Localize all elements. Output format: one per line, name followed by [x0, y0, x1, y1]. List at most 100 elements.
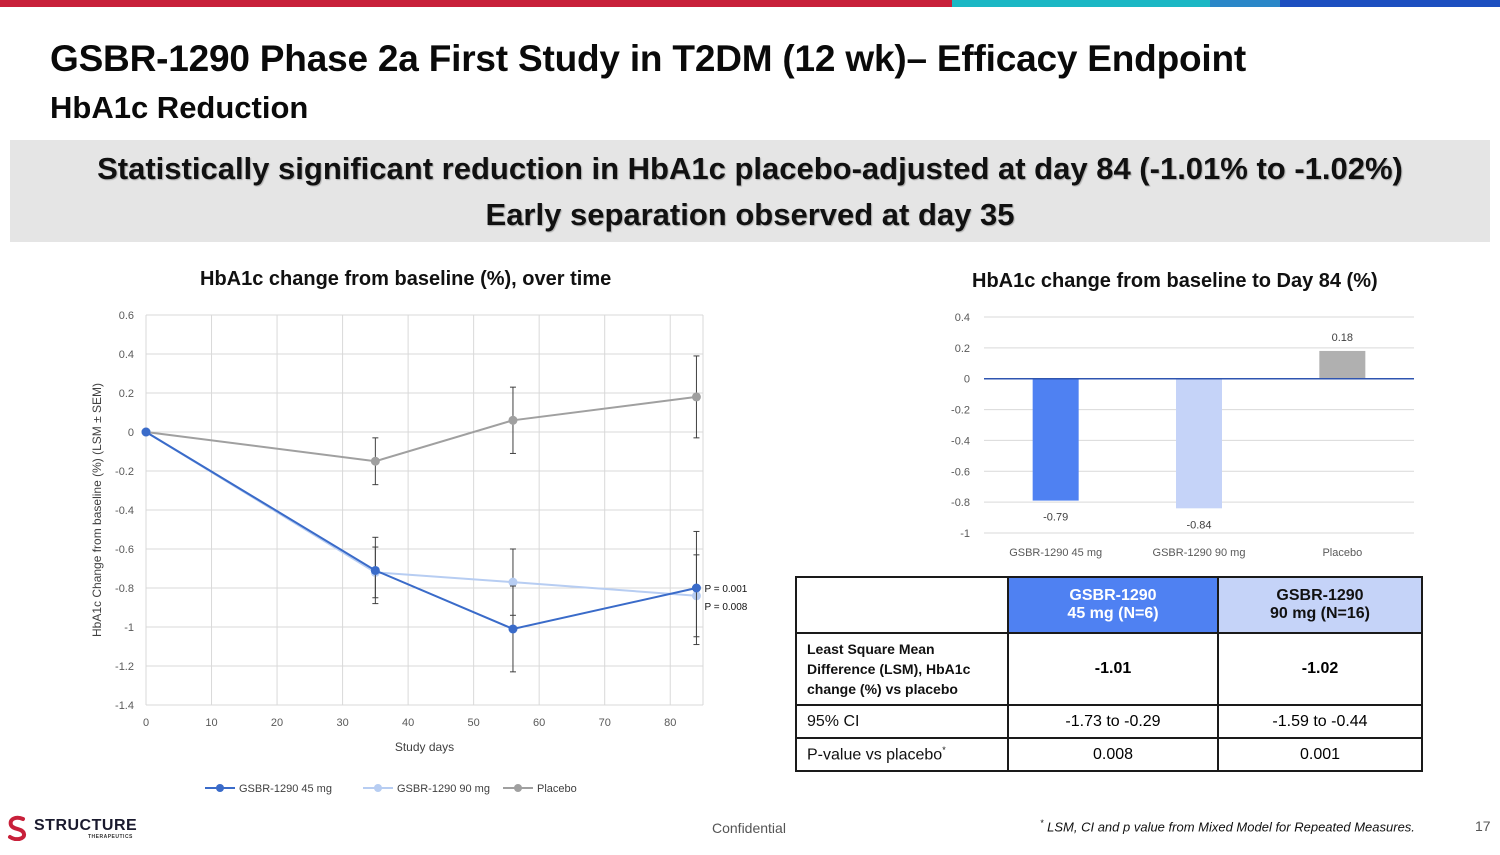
logo-main-text: STRUCTURE: [34, 817, 138, 834]
legend-marker: [216, 784, 224, 792]
x-category-label: GSBR-1290 45 mg: [1009, 547, 1102, 559]
y-tick-label: -0.2: [951, 405, 970, 417]
x-tick-label: 80: [664, 717, 676, 729]
y-tick-label: -0.4: [951, 435, 970, 447]
table-corner-cell: [795, 576, 1009, 634]
company-logo: STRUCTURE THERAPEUTICS: [6, 815, 146, 841]
legend-label: GSBR-1290 45 mg: [239, 783, 332, 795]
y-tick-label: -0.2: [115, 466, 134, 478]
series-line: [145, 431, 697, 597]
bar-chart-title: HbA1c change from baseline to Day 84 (%): [972, 270, 1378, 292]
line-chart: 0.6 0.4 0.2 0 -0.2 -0.4 -0.6 -0.8 -1 -1.2 -1.4 0 10 2…: [90, 310, 748, 795]
table-row: Least Square Mean Difference (LSM), HbA1…: [795, 632, 1423, 706]
x-category-label: Placebo: [1322, 547, 1362, 559]
data-point: [508, 415, 518, 425]
y-tick-label: -0.4: [115, 505, 134, 517]
banner-line-2: Early separation observed at day 35: [485, 197, 1015, 232]
bar-value-label: -0.84: [1186, 519, 1211, 531]
row-label-ci: 95% CI: [795, 704, 1009, 739]
p-value-annotation: P = 0.008: [704, 602, 747, 613]
data-point: [508, 624, 518, 634]
footnote-text: LSM, CI and p value from Mixed Model for…: [1043, 819, 1415, 835]
x-tick-label: 10: [205, 717, 217, 729]
footnote-mark: *: [1040, 818, 1044, 828]
lsm-label-line1: Least Square Mean: [807, 641, 935, 657]
y-tick-label: 0.4: [955, 312, 970, 324]
y-tick-label: 0.2: [955, 343, 970, 355]
data-point: [370, 565, 380, 575]
key-findings-banner: Statistically significant reduction in H…: [10, 140, 1490, 242]
bar: [1032, 378, 1079, 501]
y-tick-label: -0.8: [951, 497, 970, 509]
y-tick-label: -0.6: [115, 544, 134, 556]
header-90mg-line1: GSBR-1290: [1276, 587, 1364, 604]
y-tick-label: -1.4: [115, 700, 134, 712]
y-tick-label: -1: [960, 528, 970, 540]
x-tick-label: 30: [336, 717, 348, 729]
x-tick-label: 60: [533, 717, 545, 729]
data-point: [141, 427, 151, 437]
x-tick-label: 20: [271, 717, 283, 729]
line-chart-title: HbA1c change from baseline (%), over tim…: [200, 268, 612, 290]
y-tick-label: 0.6: [119, 310, 134, 322]
logo-sub-text: THERAPEUTICS: [88, 834, 133, 840]
y-axis-label: HbA1c Change from baseline (%) (LSM ± SE…: [90, 383, 104, 637]
bar-value-label: -0.79: [1043, 512, 1068, 524]
y-tick-label: -1.2: [115, 661, 134, 673]
legend-marker: [514, 784, 522, 792]
x-tick-label: 0: [143, 717, 149, 729]
table-header-45mg: GSBR-1290 45 mg (N=6): [1007, 576, 1219, 634]
table-row: P-value vs placebo* 0.008 0.001: [795, 737, 1423, 772]
pvalue-label-sup: *: [942, 744, 946, 755]
header-45mg-line2: 45 mg (N=6): [1067, 605, 1159, 622]
lsm-label-line2: Difference (LSM), HbA1c: [807, 661, 971, 677]
pvalue-label-text: P-value vs placebo: [807, 746, 943, 764]
table-header-90mg: GSBR-1290 90 mg (N=16): [1217, 576, 1423, 634]
ci-90mg-value: -1.59 to -0.44: [1217, 704, 1423, 739]
row-label-pvalue: P-value vs placebo*: [795, 737, 1009, 772]
legend-label: GSBR-1290 90 mg: [397, 783, 490, 795]
bar: [1319, 350, 1366, 379]
top-color-bar: [0, 0, 1500, 7]
x-axis-label: Study days: [395, 740, 454, 754]
x-tick-label: 40: [402, 717, 414, 729]
row-label-lsm: Least Square Mean Difference (LSM), HbA1…: [795, 632, 1009, 706]
bar-value-label: 0.18: [1332, 332, 1353, 344]
header-90mg-line2: 90 mg (N=16): [1269, 605, 1371, 622]
x-tick-label: 50: [468, 717, 480, 729]
logo-s-icon: [8, 815, 27, 841]
banner-line-1: Statistically significant reduction in H…: [97, 151, 1403, 186]
y-tick-label: -0.8: [115, 583, 134, 595]
bar-chart: 0.4 0.2 0 -0.2 -0.4 -0.6 -0.8 -1 -0.79 GSBR-1290 …: [951, 312, 1414, 559]
y-tick-label: -1: [124, 622, 134, 634]
data-point: [508, 577, 518, 587]
legend-marker: [374, 784, 382, 792]
series-line: [145, 395, 697, 463]
legend-label: Placebo: [537, 783, 577, 795]
y-tick-label: 0.2: [119, 388, 134, 400]
bar: [1176, 378, 1222, 509]
x-tick-label: 70: [599, 717, 611, 729]
data-point: [691, 583, 701, 593]
y-tick-label: 0: [128, 427, 134, 439]
footnote: * LSM, CI and p value from Mixed Model f…: [1040, 818, 1415, 834]
page-subtitle: HbA1c Reduction: [50, 90, 309, 125]
data-point: [691, 392, 701, 402]
ci-45mg-value: -1.73 to -0.29: [1007, 704, 1219, 739]
header-45mg-line1: GSBR-1290: [1069, 587, 1157, 604]
page-title: GSBR-1290 Phase 2a First Study in T2DM (…: [50, 38, 1246, 79]
pvalue-45mg-value: 0.008: [1007, 737, 1219, 772]
results-table: GSBR-1290 45 mg (N=6) GSBR-1290 90 mg (N…: [795, 576, 1423, 772]
confidential-label: Confidential: [712, 820, 786, 836]
x-category-label: GSBR-1290 90 mg: [1153, 547, 1246, 559]
y-tick-label: 0.4: [119, 349, 134, 361]
lsm-90mg-value: -1.02: [1217, 632, 1423, 706]
lsm-45mg-value: -1.01: [1007, 632, 1219, 706]
table-row: 95% CI -1.73 to -0.29 -1.59 to -0.44: [795, 704, 1423, 739]
y-tick-label: -0.6: [951, 466, 970, 478]
pvalue-90mg-value: 0.001: [1217, 737, 1423, 772]
y-tick-label: 0: [964, 374, 970, 386]
p-value-annotation: P = 0.001: [704, 584, 747, 595]
page-number: 17: [1475, 818, 1491, 834]
series-line: [145, 431, 697, 630]
